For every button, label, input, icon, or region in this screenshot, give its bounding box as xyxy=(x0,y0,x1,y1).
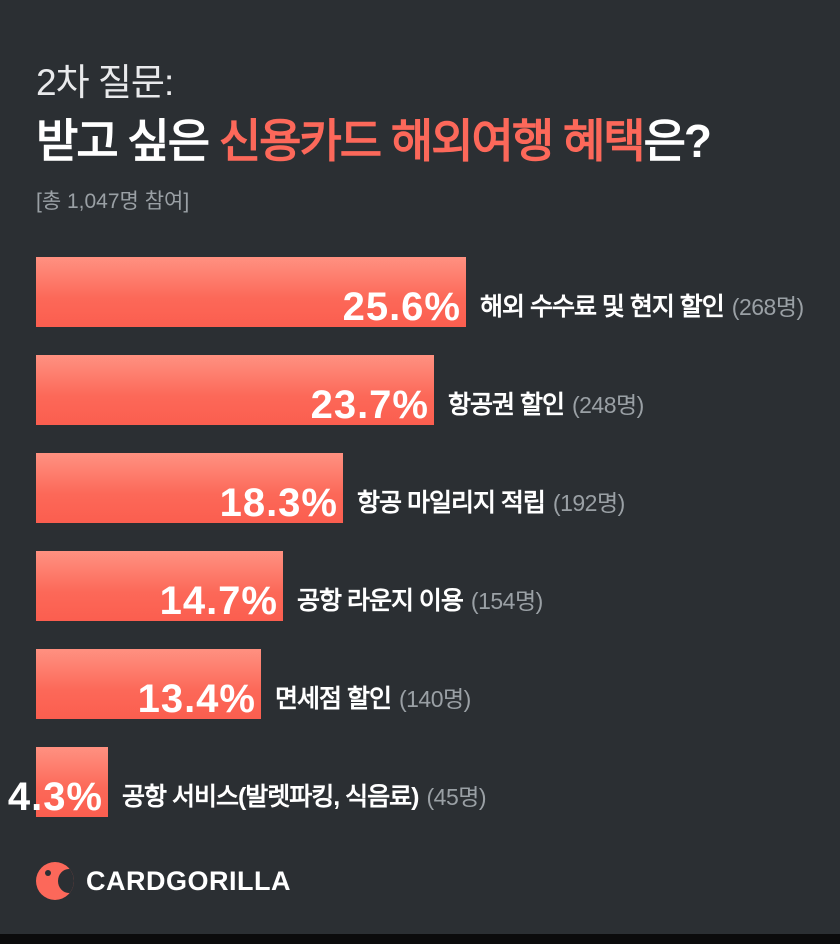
bar-row: 13.4% 면세점 할인 (140명) xyxy=(36,649,816,719)
bar-segment: 18.3% xyxy=(36,453,343,523)
bar-caption: 공항 서비스(발렛파킹, 식음료) (45명) xyxy=(122,777,487,813)
bar-row: 14.7% 공항 라운지 이용 (154명) xyxy=(36,551,816,621)
header: 2차 질문: 받고 싶은 신용카드 해외여행 혜택은? [총 1,047명 참여… xyxy=(0,0,840,215)
bar-category-label: 해외 수수료 및 현지 할인 xyxy=(480,293,725,321)
bar-category-label: 공항 서비스(발렛파킹, 식음료) xyxy=(122,783,419,811)
bar-caption: 면세점 할인 (140명) xyxy=(275,679,471,715)
bar-caption: 해외 수수료 및 현지 할인 (268명) xyxy=(480,287,804,323)
bar-segment: 4.3% xyxy=(8,747,108,817)
page-title: 받고 싶은 신용카드 해외여행 혜택은? xyxy=(36,116,804,167)
bar-count-label: (140명) xyxy=(398,686,471,712)
bar-row: 18.3% 항공 마일리지 적립 (192명) xyxy=(36,453,816,523)
bar-category-label: 공항 라운지 이용 xyxy=(297,587,464,615)
bar-percent-value: 4.3% xyxy=(7,775,103,819)
bar-count-label: (45명) xyxy=(426,784,487,810)
question-kicker: 2차 질문: xyxy=(36,62,174,103)
bar-segment: 23.7% xyxy=(36,355,434,425)
bar-caption: 공항 라운지 이용 (154명) xyxy=(297,581,543,617)
brand-name: CARDGORILLA xyxy=(86,865,291,896)
bottom-border-strip xyxy=(0,934,840,944)
bar-count-label: (268명) xyxy=(731,294,804,320)
bar-category-label: 면세점 할인 xyxy=(275,685,392,713)
title-suffix: 은? xyxy=(643,115,712,167)
bar-percent-value: 13.4% xyxy=(137,677,256,721)
bar-percent-value: 18.3% xyxy=(219,481,338,525)
bar-count-label: (192명) xyxy=(552,490,625,516)
bar-chart: 25.6% 해외 수수료 및 현지 할인 (268명) 23.7% 항공권 할인… xyxy=(8,257,816,845)
bar-percent-value: 14.7% xyxy=(159,579,278,623)
bar-category-label: 항공 마일리지 적립 xyxy=(357,489,546,517)
footer-brand: CARDGORILLA xyxy=(36,862,291,900)
cardgorilla-logo-icon xyxy=(36,862,74,900)
bar-caption: 항공권 할인 (248명) xyxy=(448,385,644,421)
bar-row: 4.3% 공항 서비스(발렛파킹, 식음료) (45명) xyxy=(8,747,816,817)
bar-count-label: (248명) xyxy=(571,392,644,418)
bar-segment: 14.7% xyxy=(36,551,283,621)
title-highlight: 신용카드 해외여행 혜택 xyxy=(218,115,646,167)
bar-caption: 항공 마일리지 적립 (192명) xyxy=(357,483,625,519)
bar-segment: 25.6% xyxy=(36,257,466,327)
bar-percent-value: 23.7% xyxy=(310,383,429,427)
title-prefix: 받고 싶은 xyxy=(36,115,219,167)
bar-count-label: (154명) xyxy=(470,588,543,614)
participants-note: [총 1,047명 참여] xyxy=(36,189,190,213)
bar-row: 25.6% 해외 수수료 및 현지 할인 (268명) xyxy=(36,257,816,327)
bar-percent-value: 25.6% xyxy=(342,285,461,329)
bar-category-label: 항공권 할인 xyxy=(448,391,565,419)
bar-segment: 13.4% xyxy=(36,649,261,719)
bar-row: 23.7% 항공권 할인 (248명) xyxy=(36,355,816,425)
